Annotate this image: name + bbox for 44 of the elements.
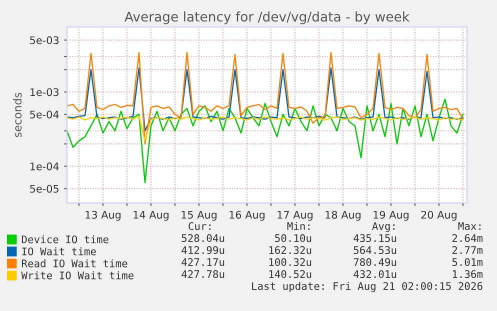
text: 780.49u <box>354 258 396 266</box>
legend-label: Read IO Wait time <box>22 259 128 268</box>
text: 140.52u <box>269 270 312 278</box>
x-tick-label: 13 Aug <box>86 210 121 221</box>
text: 435.15u <box>354 234 396 242</box>
text: 2.64m <box>452 234 483 242</box>
text: 528.04u <box>182 234 224 242</box>
text: 1.36m <box>452 270 483 278</box>
legend-label: Device IO time <box>22 235 108 244</box>
y-tick-label: 5e-05 <box>30 184 58 193</box>
text: 50.10u <box>275 234 312 242</box>
line-series <box>67 52 464 145</box>
legend-label: Write IO Wait time <box>21 271 134 280</box>
x-tick-label: 20 Aug <box>421 210 457 221</box>
y-tick-label: 5e-03 <box>30 36 59 44</box>
line-series <box>67 98 464 184</box>
line-series <box>67 67 464 132</box>
x-tick-label: 18 Aug <box>326 210 361 221</box>
text: Max: <box>458 222 480 230</box>
text: 412.99u <box>182 246 224 254</box>
text: Min: <box>287 222 310 230</box>
y-axis-title: seconds <box>13 92 22 138</box>
line-series <box>67 116 464 142</box>
text: 432.01u <box>354 270 396 278</box>
y-tick-label: 1e-04 <box>30 162 59 170</box>
text: 162.32u <box>269 246 312 254</box>
chart-title: Average latency for /dev/vg/data - by week <box>124 11 410 24</box>
y-tick-label: 5e-04 <box>30 110 59 118</box>
text: Avg: <box>372 222 394 232</box>
text: 2.77m <box>452 246 483 254</box>
x-tick-label: 17 Aug <box>278 210 313 221</box>
text: 564.53u <box>354 246 396 254</box>
text: 427.78u <box>182 270 224 278</box>
y-tick-label: 1e-03 <box>30 88 59 96</box>
legend-label: IO Wait time <box>22 247 96 256</box>
text: 5.01m <box>452 258 483 266</box>
text: 100.32u <box>269 258 312 266</box>
x-tick-label: 19 Aug <box>374 210 409 221</box>
text: Last update: Fri Aug 21 02:00:15 2026 <box>252 282 482 292</box>
text: Cur: <box>188 222 210 230</box>
x-tick-label: 16 Aug <box>230 210 265 221</box>
x-tick-label: 15 Aug <box>182 210 217 221</box>
text: 427.17u <box>182 258 224 266</box>
x-tick-label: 14 Aug <box>134 210 169 221</box>
